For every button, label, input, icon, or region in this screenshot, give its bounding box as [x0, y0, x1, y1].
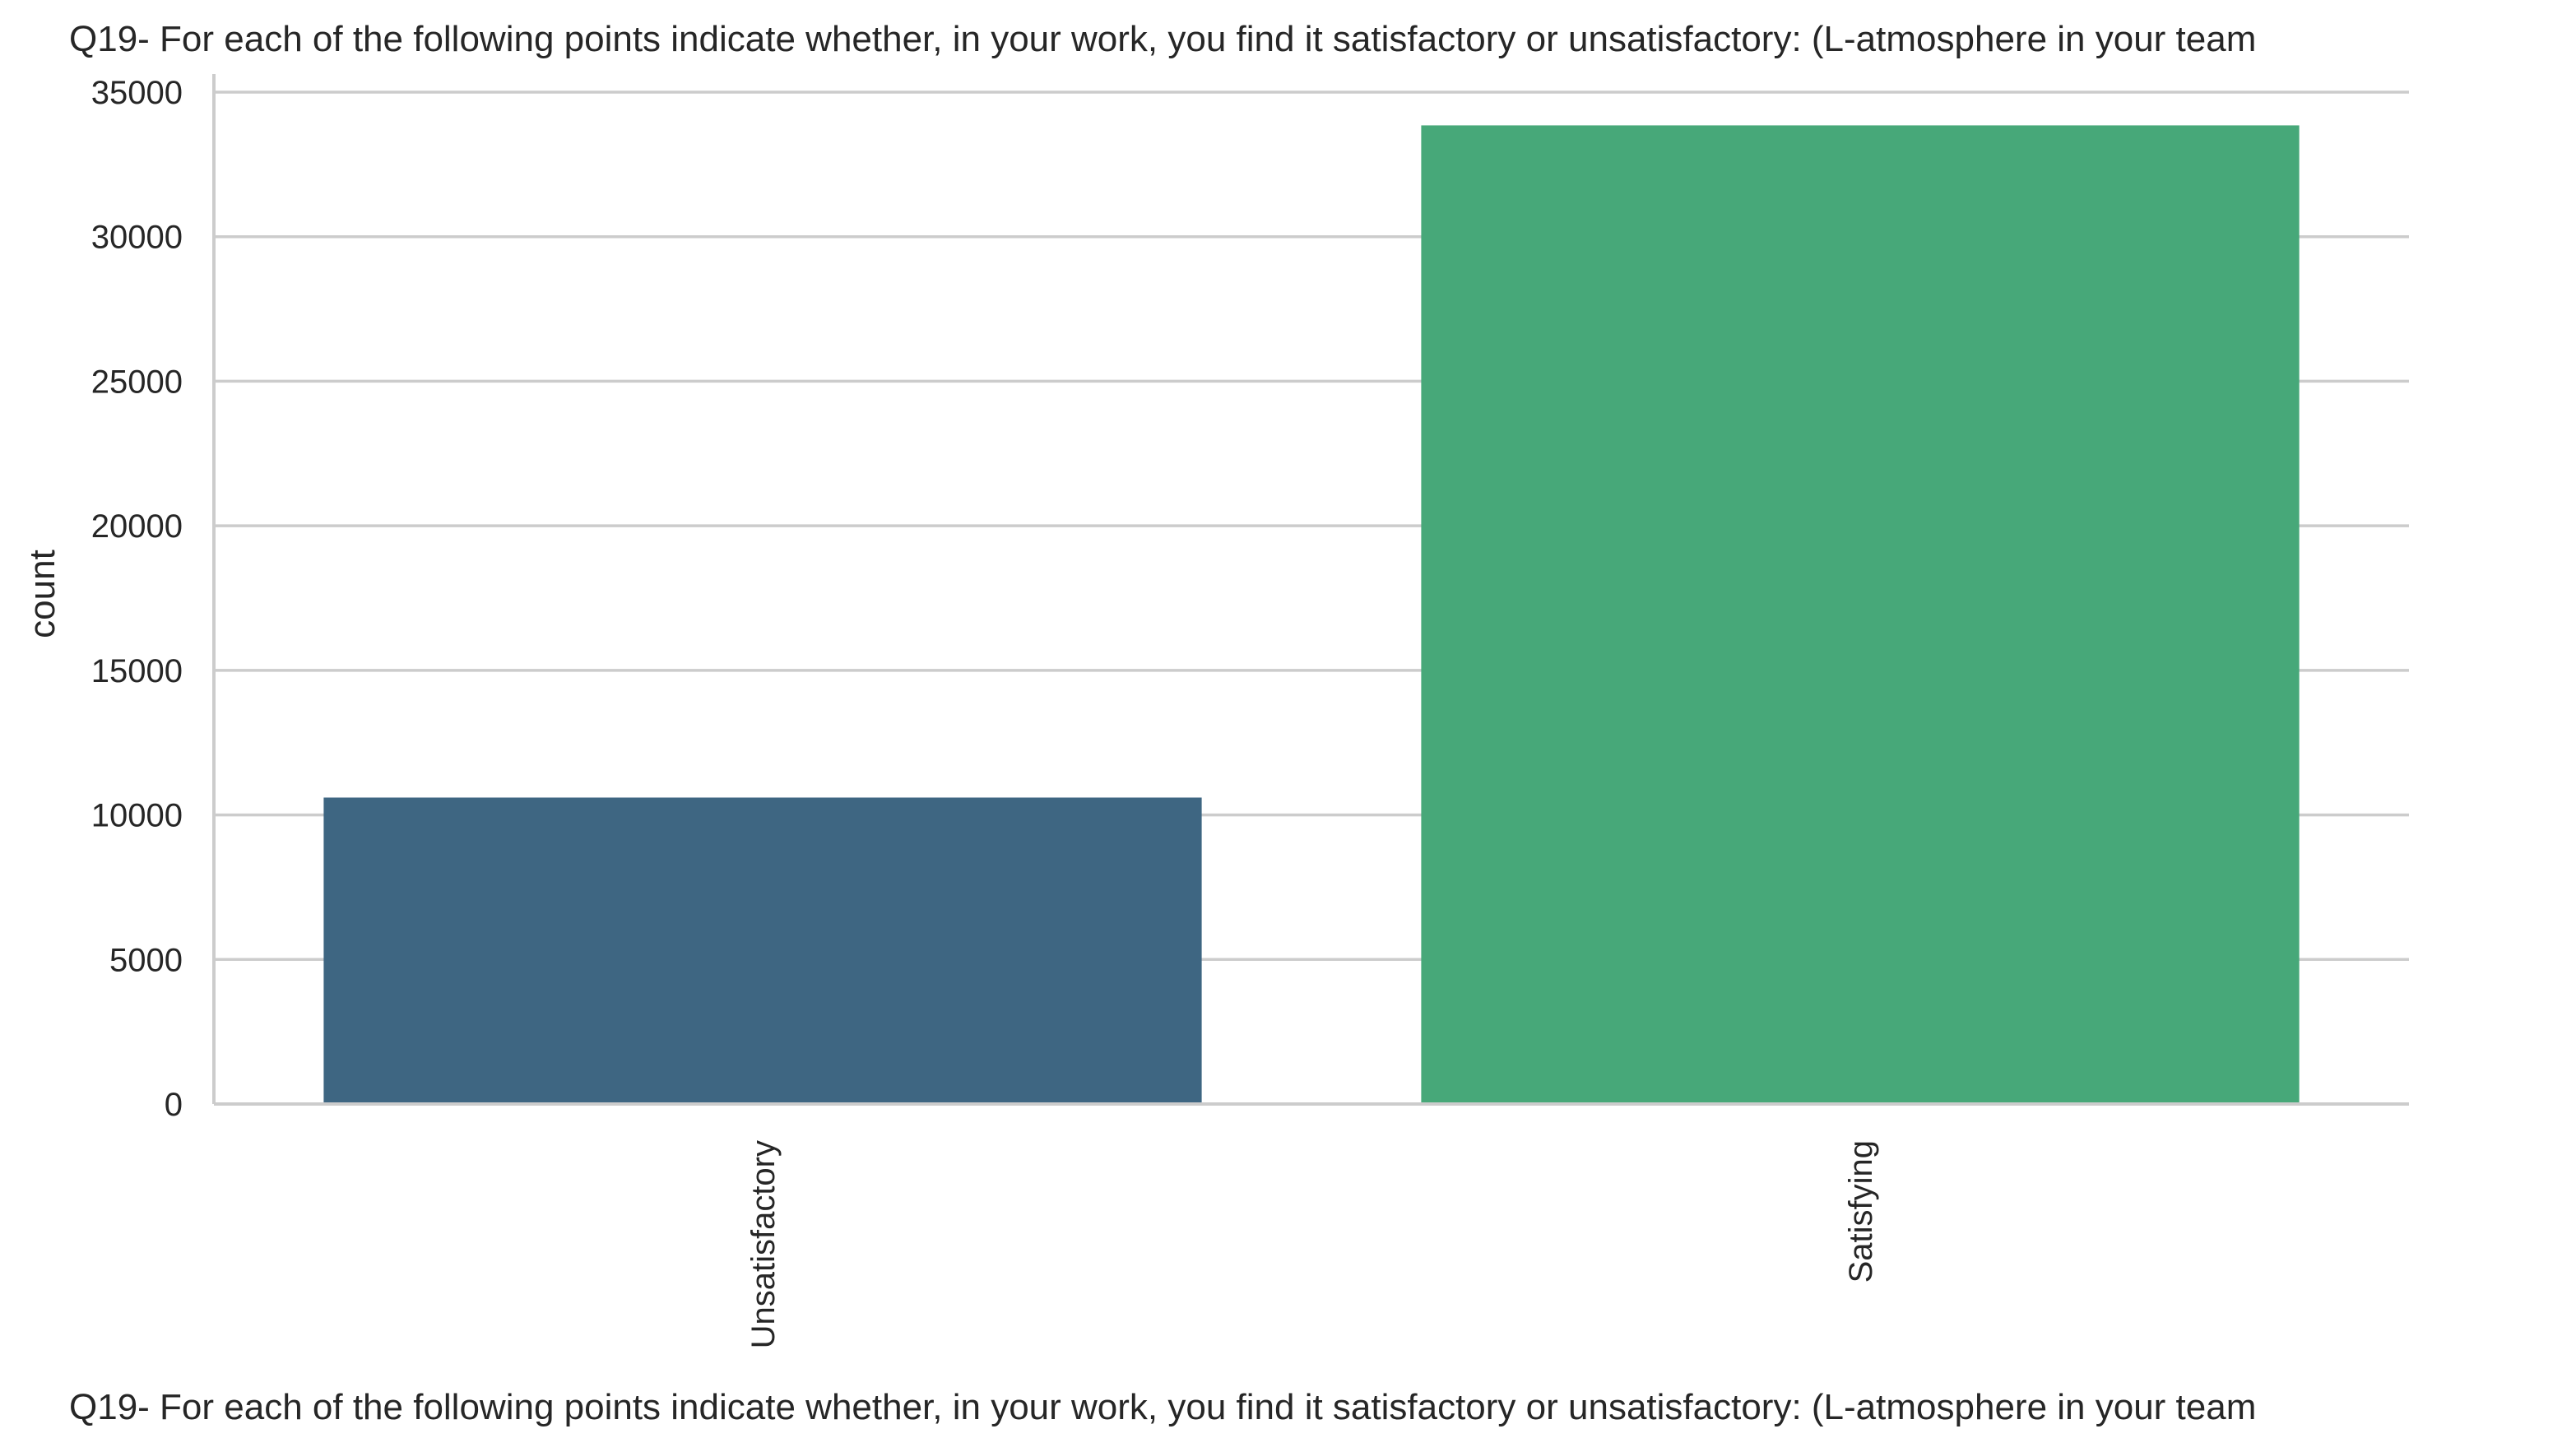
x-axis-label: Q19- For each of the following points in…: [69, 1387, 2256, 1427]
bar: [1421, 125, 2300, 1104]
y-tick-label: 15000: [91, 653, 183, 689]
y-tick-label: 35000: [91, 75, 183, 111]
bar: [323, 797, 1202, 1104]
bars: [323, 125, 2300, 1104]
x-tick-label: Unsatisfactory: [745, 1140, 782, 1348]
y-axis-label: count: [22, 550, 63, 638]
x-tick-label: Satisfying: [1843, 1140, 1879, 1283]
y-tick-label: 10000: [91, 798, 183, 834]
y-tick-label: 5000: [109, 942, 183, 978]
y-tick-label: 25000: [91, 364, 183, 400]
y-tick-labels: 0 5000 10000 15000 20000 25000 30000 35000: [91, 75, 183, 1123]
x-tick-labels: Unsatisfactory Satisfying: [745, 1140, 1879, 1348]
y-tick-label: 30000: [91, 220, 183, 256]
axis-spines: [212, 74, 2409, 1106]
chart-title: Q19- For each of the following points in…: [69, 19, 2256, 59]
y-tick-label: 20000: [91, 508, 183, 545]
y-tick-label: 0: [165, 1087, 183, 1123]
